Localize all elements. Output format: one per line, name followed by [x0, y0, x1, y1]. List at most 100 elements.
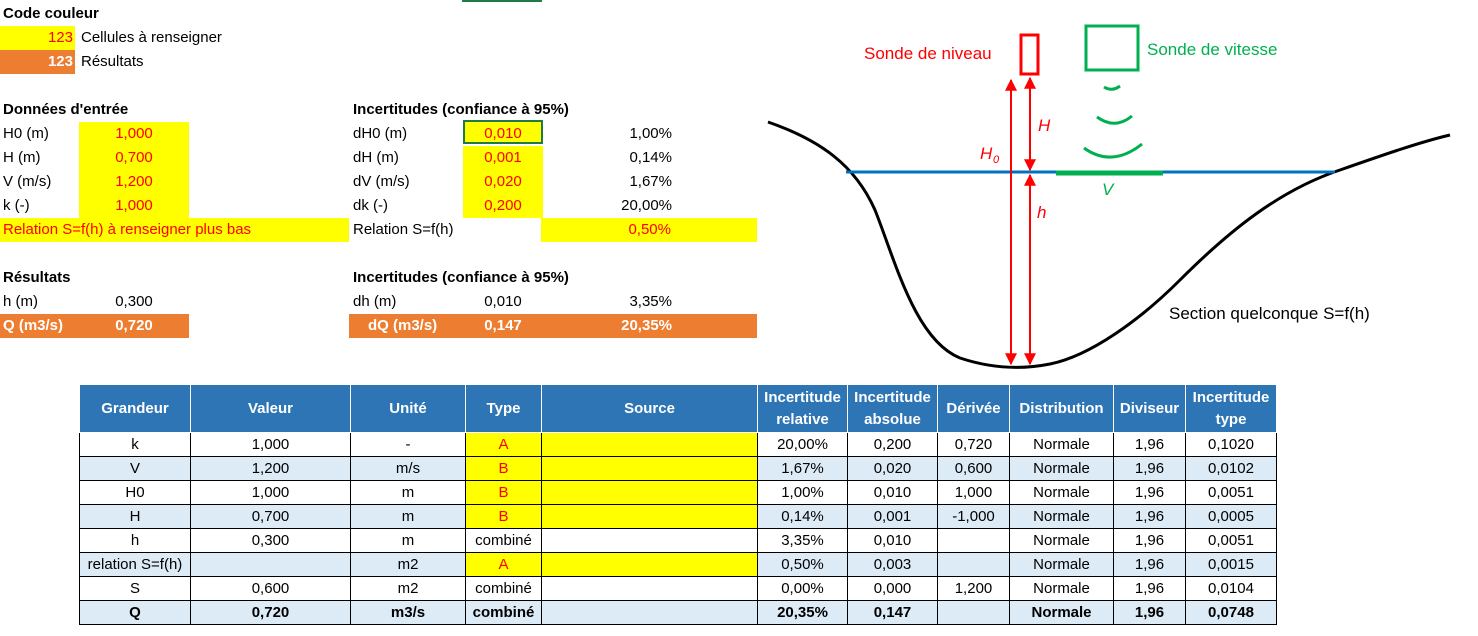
cell-unite[interactable]: m	[350, 528, 466, 553]
cell-derivee[interactable]: 1,000	[937, 480, 1010, 505]
cell-diviseur[interactable]: 1,96	[1113, 456, 1186, 481]
cell-rel[interactable]: 1,67%	[757, 456, 848, 481]
cell-type[interactable]: combiné	[465, 576, 542, 601]
cell-valeur[interactable]: 0,700	[190, 504, 351, 529]
cell-derivee[interactable]	[937, 528, 1010, 553]
cell-type[interactable]: A	[465, 432, 542, 457]
cell-rel[interactable]: 0,00%	[757, 576, 848, 601]
cell-type[interactable]: B	[465, 456, 542, 481]
cell-unite[interactable]: m	[350, 504, 466, 529]
cell-distribution[interactable]: Normale	[1009, 528, 1114, 553]
relation-note[interactable]: Relation S=f(h) à renseigner plus bas	[0, 218, 349, 242]
cell-type-unc[interactable]: 0,0748	[1185, 600, 1277, 625]
cell-type-unc[interactable]: 0,0102	[1185, 456, 1277, 481]
cell-source[interactable]	[541, 456, 758, 481]
cell-type[interactable]: B	[465, 480, 542, 505]
cell-derivee[interactable]: 0,720	[937, 432, 1010, 457]
cell-grandeur[interactable]: h	[79, 528, 191, 553]
cell-abs[interactable]: 0,003	[847, 552, 938, 577]
cell-valeur[interactable]	[190, 552, 351, 577]
cell-source[interactable]	[541, 576, 758, 601]
cell-type[interactable]: B	[465, 504, 542, 529]
cell-unite[interactable]: m/s	[350, 456, 466, 481]
cell-type-unc[interactable]: 0,0015	[1185, 552, 1277, 577]
cell-source[interactable]	[541, 600, 758, 625]
cell-abs[interactable]: 0,010	[847, 528, 938, 553]
cell-distribution[interactable]: Normale	[1009, 480, 1114, 505]
unc-value-dk[interactable]: 0,200	[463, 194, 543, 218]
cell-diviseur[interactable]: 1,96	[1113, 576, 1186, 601]
cell-distribution[interactable]: Normale	[1009, 552, 1114, 577]
cell-diviseur[interactable]: 1,96	[1113, 552, 1186, 577]
cell-diviseur[interactable]: 1,96	[1113, 528, 1186, 553]
cell-source[interactable]	[541, 432, 758, 457]
input-value-h[interactable]: 0,700	[79, 146, 189, 170]
cell-source[interactable]	[541, 528, 758, 553]
cell-type-unc[interactable]: 0,0104	[1185, 576, 1277, 601]
cell-abs[interactable]: 0,147	[847, 600, 938, 625]
cell-type[interactable]: combiné	[465, 528, 542, 553]
cell-grandeur[interactable]: V	[79, 456, 191, 481]
cell-abs[interactable]: 0,020	[847, 456, 938, 481]
cell-valeur[interactable]: 1,000	[190, 480, 351, 505]
unc-percent-relation[interactable]: 0,50%	[541, 218, 757, 242]
unc-value-dh[interactable]: 0,001	[463, 146, 543, 170]
input-value-h0[interactable]: 1,000	[79, 122, 189, 146]
cell-grandeur[interactable]: H	[79, 504, 191, 529]
cell-grandeur[interactable]: relation S=f(h)	[79, 552, 191, 577]
unc-value-dh0[interactable]: 0,010	[463, 120, 543, 144]
cell-rel[interactable]: 1,00%	[757, 480, 848, 505]
cell-source[interactable]	[541, 552, 758, 577]
cell-valeur[interactable]: 0,720	[190, 600, 351, 625]
cell-unite[interactable]: -	[350, 432, 466, 457]
cell-abs[interactable]: 0,000	[847, 576, 938, 601]
input-value-v[interactable]: 1,200	[79, 170, 189, 194]
cell-derivee[interactable]: -1,000	[937, 504, 1010, 529]
cell-distribution[interactable]: Normale	[1009, 600, 1114, 625]
cell-valeur[interactable]: 1,200	[190, 456, 351, 481]
cell-derivee[interactable]	[937, 600, 1010, 625]
cell-diviseur[interactable]: 1,96	[1113, 600, 1186, 625]
cell-unite[interactable]: m3/s	[350, 600, 466, 625]
cell-type[interactable]: combiné	[465, 600, 542, 625]
cell-rel[interactable]: 0,14%	[757, 504, 848, 529]
cell-derivee[interactable]: 0,600	[937, 456, 1010, 481]
cell-rel[interactable]: 20,35%	[757, 600, 848, 625]
cell-unite[interactable]: m	[350, 480, 466, 505]
cell-diviseur[interactable]: 1,96	[1113, 504, 1186, 529]
cell-type-unc[interactable]: 0,1020	[1185, 432, 1277, 457]
cell-distribution[interactable]: Normale	[1009, 432, 1114, 457]
cell-diviseur[interactable]: 1,96	[1113, 480, 1186, 505]
input-value-k[interactable]: 1,000	[79, 194, 189, 218]
cell-distribution[interactable]: Normale	[1009, 504, 1114, 529]
cell-source[interactable]	[541, 504, 758, 529]
cell-diviseur[interactable]: 1,96	[1113, 432, 1186, 457]
cell-derivee[interactable]: 1,200	[937, 576, 1010, 601]
cell-valeur[interactable]: 0,600	[190, 576, 351, 601]
legend-input-sample[interactable]: 123	[0, 26, 75, 50]
cell-abs[interactable]: 0,010	[847, 480, 938, 505]
cell-abs[interactable]: 0,001	[847, 504, 938, 529]
cell-derivee[interactable]	[937, 552, 1010, 577]
cell-rel[interactable]: 3,35%	[757, 528, 848, 553]
cell-type-unc[interactable]: 0,0051	[1185, 480, 1277, 505]
cell-type-unc[interactable]: 0,0051	[1185, 528, 1277, 553]
cell-abs[interactable]: 0,200	[847, 432, 938, 457]
cell-valeur[interactable]: 0,300	[190, 528, 351, 553]
cell-grandeur[interactable]: S	[79, 576, 191, 601]
cell-grandeur[interactable]: Q	[79, 600, 191, 625]
unc-value-dv[interactable]: 0,020	[463, 170, 543, 194]
cell-rel[interactable]: 20,00%	[757, 432, 848, 457]
cell-grandeur[interactable]: H0	[79, 480, 191, 505]
cell-distribution[interactable]: Normale	[1009, 576, 1114, 601]
cell-type[interactable]: A	[465, 552, 542, 577]
cell-rel[interactable]: 0,50%	[757, 552, 848, 577]
cell-distribution[interactable]: Normale	[1009, 456, 1114, 481]
cell-type-unc[interactable]: 0,0005	[1185, 504, 1277, 529]
cell-unite[interactable]: m2	[350, 552, 466, 577]
cell-unite[interactable]: m2	[350, 576, 466, 601]
legend-result-sample[interactable]: 123	[0, 50, 75, 74]
cell-valeur[interactable]: 1,000	[190, 432, 351, 457]
cell-source[interactable]	[541, 480, 758, 505]
cell-grandeur[interactable]: k	[79, 432, 191, 457]
